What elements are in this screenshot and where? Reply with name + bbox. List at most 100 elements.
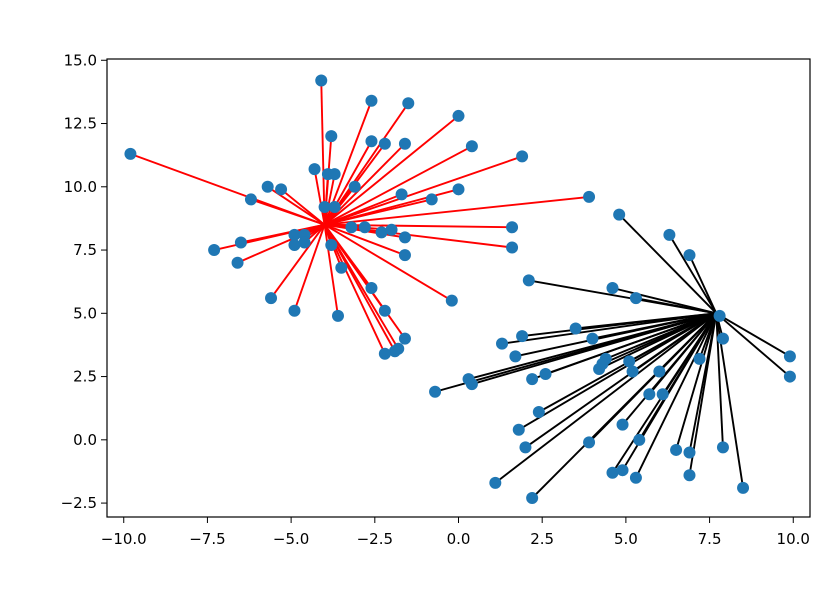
x-tick-label: −10.0 [101, 530, 147, 548]
connector-line [494, 312, 717, 484]
data-point [512, 423, 525, 436]
data-point [288, 304, 301, 317]
data-point [465, 378, 478, 391]
connector-line [213, 223, 325, 251]
connector-line [323, 173, 336, 225]
data-point [506, 241, 519, 254]
x-tick-label: 7.5 [698, 530, 722, 548]
connector-line [320, 80, 326, 225]
connector-line [635, 297, 717, 315]
data-point [275, 183, 288, 196]
data-point [445, 294, 458, 307]
x-tick-label: 5.0 [614, 530, 638, 548]
x-tick-label: −5.0 [273, 530, 309, 548]
connector-line [715, 312, 791, 358]
data-point [716, 441, 729, 454]
data-point [683, 249, 696, 262]
data-point [670, 443, 683, 456]
connector-line [618, 213, 717, 314]
x-tick-label: −7.5 [189, 530, 225, 548]
x-tick-label: 0.0 [447, 530, 471, 548]
connector-line [688, 313, 718, 476]
data-point [328, 168, 341, 181]
data-point [328, 201, 341, 214]
y-tick-label: 2.5 [73, 368, 97, 386]
y-tick-label: 0.0 [73, 431, 97, 449]
data-point [653, 365, 666, 378]
data-point [378, 304, 391, 317]
data-point [452, 109, 465, 122]
y-axis: −2.5 0.0 2.5 5.0 7.5 10.0 12.5 15.0 [61, 51, 107, 512]
data-point [398, 137, 411, 150]
connector-line [668, 234, 718, 314]
connector-line [715, 313, 724, 448]
y-tick-label: 12.5 [64, 115, 97, 133]
data-point [398, 249, 411, 262]
data-point [378, 347, 391, 360]
data-point [583, 190, 596, 203]
data-point [315, 74, 328, 87]
data-point [616, 418, 629, 431]
data-point [519, 441, 532, 454]
data-point [613, 208, 626, 221]
data-point [402, 97, 415, 110]
connector-line [501, 312, 717, 345]
data-point [208, 244, 221, 257]
data-point [348, 180, 361, 193]
data-point [526, 492, 539, 505]
data-point [506, 221, 519, 234]
data-point [308, 163, 321, 176]
connector-line [324, 145, 473, 226]
y-tick-label: 10.0 [64, 178, 97, 196]
data-point [522, 274, 535, 287]
data-point [629, 292, 642, 305]
connector-line [324, 198, 432, 226]
connector-line [675, 313, 718, 451]
connector-line [280, 188, 326, 226]
data-point [465, 140, 478, 153]
data-point [683, 446, 696, 459]
data-point [365, 94, 378, 107]
connector-line [270, 224, 326, 299]
data-point [713, 309, 726, 322]
data-point [693, 352, 706, 365]
data-point [325, 238, 338, 251]
data-point [629, 471, 642, 484]
data-point [395, 188, 408, 201]
data-points-layer [124, 74, 796, 505]
connector-line [323, 224, 406, 340]
connector-line [635, 312, 718, 479]
connector-line [515, 312, 717, 358]
data-point [385, 223, 398, 236]
connector-line [715, 312, 791, 378]
connector-line [688, 254, 718, 314]
data-point [737, 481, 750, 494]
data-point [288, 228, 301, 241]
connector-line [293, 224, 326, 312]
y-tick-label: 7.5 [73, 241, 97, 259]
data-point [616, 464, 629, 477]
data-point [425, 193, 438, 206]
data-point [606, 466, 619, 479]
data-point [716, 332, 729, 345]
x-axis: −10.0 −7.5 −5.0 −2.5 0.0 2.5 5.0 7.5 10.0 [101, 517, 810, 548]
connector-line [324, 155, 523, 226]
data-point [265, 292, 278, 305]
data-point [335, 261, 348, 274]
data-point [231, 256, 244, 269]
y-tick-label: 5.0 [73, 304, 97, 322]
data-point [345, 221, 358, 234]
connector-line [434, 312, 717, 393]
data-point [683, 469, 696, 482]
x-tick-label: 10.0 [777, 530, 810, 548]
connector-line [524, 312, 717, 449]
data-point [783, 350, 796, 363]
connector-line [324, 193, 402, 226]
data-point [569, 322, 582, 335]
connector-line [324, 223, 453, 302]
data-point [452, 183, 465, 196]
data-point [593, 362, 606, 375]
data-point [583, 436, 596, 449]
